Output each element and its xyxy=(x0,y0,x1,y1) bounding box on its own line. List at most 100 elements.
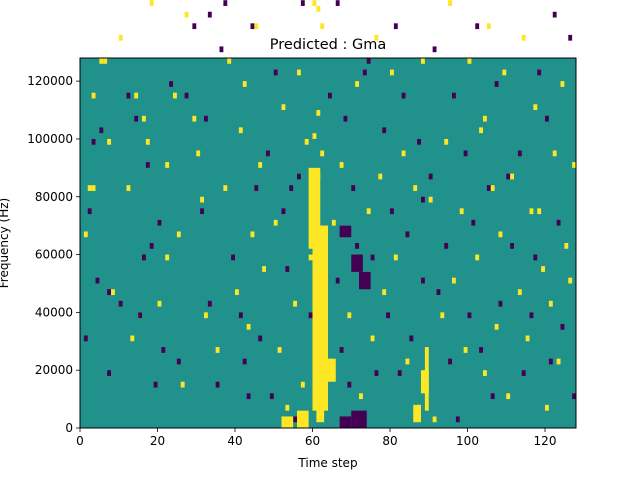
heatmap-cell xyxy=(339,347,344,353)
heatmap-cell xyxy=(467,312,472,319)
heatmap-cell xyxy=(204,312,208,319)
heatmap-cell xyxy=(459,208,464,215)
heatmap-cell xyxy=(545,115,549,122)
heatmap-cells xyxy=(83,0,577,428)
heatmap-cell xyxy=(215,347,220,353)
heatmap-cell xyxy=(107,370,112,376)
heatmap-cell xyxy=(362,69,367,76)
heatmap-cell xyxy=(444,243,449,249)
heatmap-cell xyxy=(483,115,487,122)
heatmap-cell xyxy=(300,0,305,6)
heatmap-cell xyxy=(452,277,456,284)
heatmap-cell xyxy=(258,335,263,342)
heatmap-cell xyxy=(242,358,247,365)
heatmap-cell xyxy=(409,335,414,342)
heatmap-cell xyxy=(157,219,162,226)
heatmap-cell xyxy=(231,254,236,261)
heatmap-cell xyxy=(517,289,522,296)
heatmap-cell xyxy=(91,185,96,191)
heatmap-cell xyxy=(560,81,565,87)
heatmap-cell xyxy=(277,347,282,353)
heatmap-cell xyxy=(184,92,189,99)
heatmap-cell xyxy=(421,196,425,203)
heatmap-block xyxy=(312,190,317,226)
heatmap-cell xyxy=(552,11,557,18)
heatmap-cell xyxy=(87,208,92,215)
x-axis-label: Time step xyxy=(297,456,357,470)
heatmap-cell xyxy=(548,300,553,307)
heatmap-cell xyxy=(316,5,321,12)
y-tick-label: 80000 xyxy=(35,190,73,204)
heatmap-cell xyxy=(169,81,174,87)
heatmap-cell xyxy=(494,81,499,87)
heatmap-block xyxy=(339,416,352,428)
heatmap-cell xyxy=(572,393,577,400)
heatmap-cell xyxy=(130,335,135,342)
heatmap-cell xyxy=(490,393,495,400)
heatmap-cell xyxy=(440,312,445,319)
x-tick-label: 120 xyxy=(534,434,557,448)
heatmap-cell xyxy=(479,127,484,134)
heatmap-cell xyxy=(529,208,534,215)
heatmap-block xyxy=(281,416,294,428)
heatmap-cell xyxy=(176,231,181,238)
heatmap-block xyxy=(351,254,363,272)
heatmap-cell xyxy=(463,150,468,157)
heatmap-cell xyxy=(498,300,503,307)
heatmap-cell xyxy=(250,23,255,30)
heatmap-cell xyxy=(417,138,422,145)
heatmap-cell xyxy=(498,231,503,238)
heatmap-cell xyxy=(250,231,255,238)
heatmap-cell xyxy=(165,162,170,168)
heatmap-cell xyxy=(95,277,100,284)
y-axis-label: Frequency (Hz) xyxy=(0,198,11,289)
heatmap-cell xyxy=(351,185,356,191)
heatmap-cell xyxy=(126,92,131,99)
heatmap-cell xyxy=(421,58,425,64)
heatmap-cell xyxy=(405,358,410,365)
heatmap-cell xyxy=(107,289,112,296)
heatmap-cell xyxy=(204,115,208,122)
heatmap-cell xyxy=(149,0,154,6)
heatmap-cell xyxy=(506,393,511,400)
heatmap-cell xyxy=(374,34,379,41)
heatmap-cell xyxy=(138,312,143,319)
heatmap-cell xyxy=(223,185,228,191)
heatmap-cell xyxy=(390,208,394,215)
x-tick-label: 80 xyxy=(382,434,397,448)
heatmap-cell xyxy=(266,150,270,157)
heatmap-cell xyxy=(238,312,243,319)
heatmap-cell xyxy=(254,185,259,191)
heatmap-cell xyxy=(475,254,480,261)
heatmap-cell xyxy=(103,58,108,64)
heatmap-cell xyxy=(343,115,348,122)
heatmap-cell xyxy=(355,81,360,87)
heatmap-cell xyxy=(312,0,317,6)
heatmap-cell xyxy=(552,150,557,157)
heatmap-cell xyxy=(145,138,150,145)
heatmap-cell xyxy=(537,69,542,76)
heatmap-block xyxy=(424,347,429,411)
heatmap-cell xyxy=(378,173,383,180)
heatmap-cell xyxy=(273,219,278,226)
heatmap-cell xyxy=(316,110,321,116)
heatmap-cell xyxy=(370,335,375,342)
heatmap-cell xyxy=(281,104,286,111)
heatmap-cell xyxy=(161,347,166,353)
heatmap-cell xyxy=(200,196,205,203)
heatmap-cell xyxy=(91,92,96,99)
heatmap-cell xyxy=(134,115,139,122)
heatmap-cell xyxy=(521,370,526,376)
heatmap-cell xyxy=(196,150,201,157)
heatmap-cell xyxy=(99,58,104,64)
heatmap-cell xyxy=(328,92,332,99)
heatmap-cell xyxy=(91,138,96,145)
heatmap-cell xyxy=(370,254,375,261)
heatmap-cell xyxy=(359,393,363,400)
heatmap-cell xyxy=(397,370,402,376)
heatmap-cell xyxy=(545,404,549,411)
heatmap-cell xyxy=(83,335,88,342)
heatmap-cell xyxy=(475,23,480,30)
heatmap-cell xyxy=(335,0,340,6)
